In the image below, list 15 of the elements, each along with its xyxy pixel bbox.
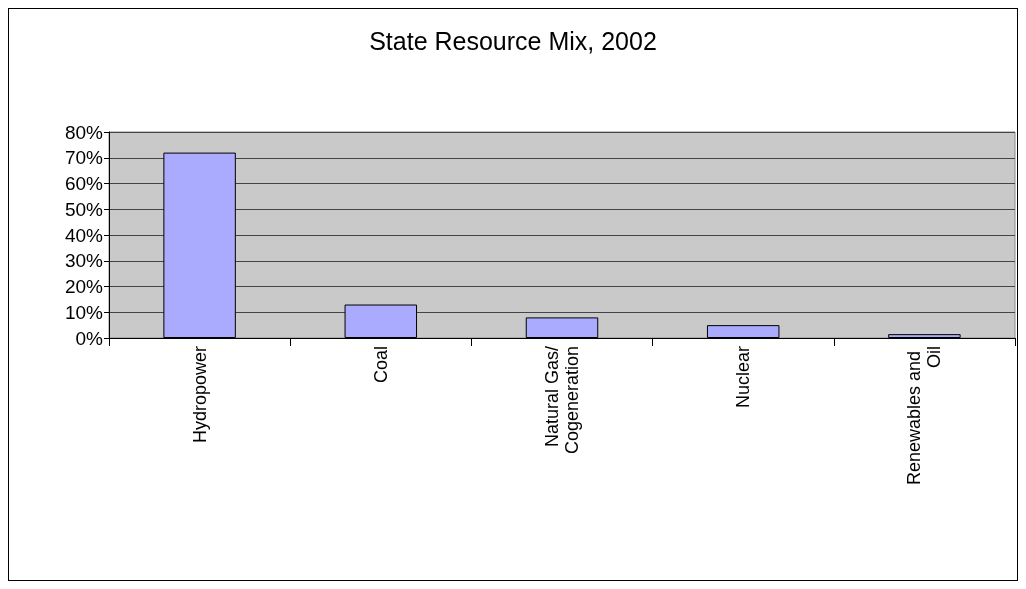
y-tick-label: 10% (64, 301, 104, 323)
y-tick-label: 70% (64, 147, 104, 169)
x-tick-label: Coal (370, 346, 391, 384)
y-tick-label: 60% (64, 173, 104, 194)
y-tick-label: 30% (64, 250, 104, 272)
y-tick-label: 0% (75, 327, 104, 349)
y-tick-label: 40% (64, 224, 104, 246)
chart-title: State Resource Mix, 2002 (369, 26, 657, 55)
x-tick-label: Hydropower (189, 346, 210, 444)
y-tick-label: 20% (64, 276, 104, 297)
y-tick-label: 50% (64, 198, 104, 220)
x-tick-label: Natural Gas/Cogeneration (542, 346, 582, 455)
y-tick-label: 80% (64, 121, 104, 143)
x-tick-label: Nuclear (733, 346, 754, 409)
x-tick-label: Renewables and Oil (904, 346, 945, 486)
